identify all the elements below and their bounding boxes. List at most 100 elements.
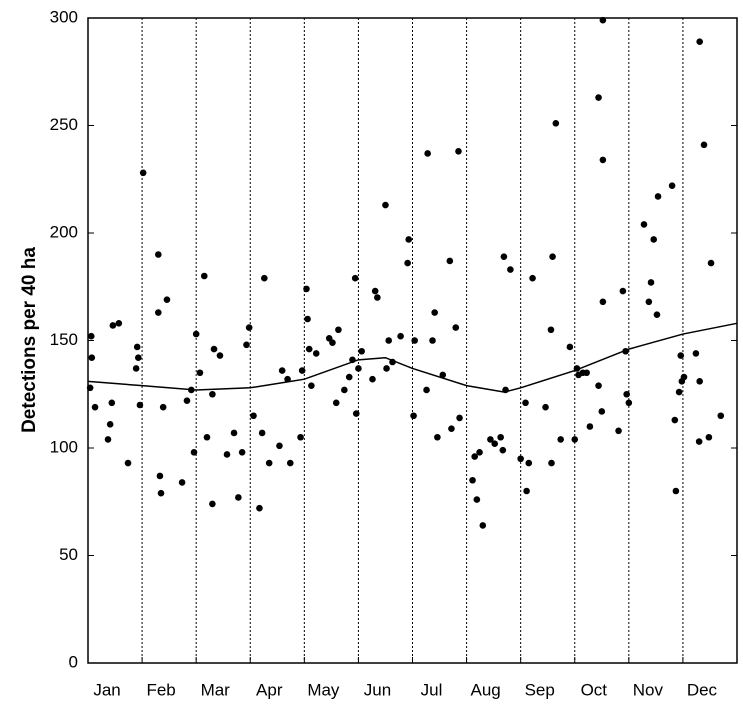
data-point (157, 489, 165, 497)
x-tick-label: Mar (201, 680, 231, 699)
data-point (500, 253, 508, 260)
plot-frame (87, 17, 738, 664)
data-point (497, 433, 504, 441)
data-point (203, 433, 211, 441)
data-point (522, 399, 529, 407)
data-point (385, 337, 393, 344)
data-point (654, 193, 662, 200)
data-point (647, 279, 655, 286)
data-point (525, 459, 533, 467)
x-tick-label: Dec (687, 680, 718, 699)
data-point (469, 476, 476, 484)
data-point (341, 386, 348, 394)
data-point (549, 253, 556, 260)
data-point (625, 399, 633, 407)
data-point (156, 472, 164, 480)
data-point (329, 339, 336, 346)
data-point (358, 347, 365, 355)
data-point (196, 369, 204, 377)
data-point (423, 386, 430, 394)
data-point (238, 449, 246, 456)
data-point (675, 388, 683, 396)
data-point (410, 412, 417, 420)
data-point (487, 436, 494, 443)
data-point (124, 459, 132, 467)
data-point (548, 459, 555, 467)
data-point (696, 38, 703, 45)
data-point (672, 487, 680, 495)
data-point (677, 352, 685, 359)
data-point (599, 16, 607, 24)
data-point (139, 169, 147, 177)
x-tick-label: Jun (364, 680, 391, 699)
data-point (599, 298, 607, 306)
y-tick-label: 200 (50, 222, 78, 241)
x-tick-label: Jan (93, 680, 120, 699)
data-point (192, 330, 200, 338)
data-point (87, 332, 95, 340)
x-tick-label: Sep (525, 680, 555, 699)
data-point (653, 311, 661, 319)
data-point (276, 442, 283, 450)
data-point (256, 504, 263, 512)
data-point (108, 399, 116, 407)
data-point (352, 410, 360, 417)
data-point (529, 274, 536, 282)
data-point (650, 236, 658, 243)
data-point (623, 390, 630, 398)
data-point (586, 423, 594, 430)
data-point (671, 416, 679, 424)
data-point (374, 294, 381, 301)
data-point (178, 479, 186, 486)
data-point (190, 449, 198, 456)
y-tick-label: 150 (50, 330, 78, 349)
data-point (707, 259, 715, 267)
data-point (571, 436, 579, 443)
x-tick-label: Jul (421, 680, 443, 699)
data-point (335, 326, 342, 334)
data-point (456, 414, 463, 422)
y-tick-label: 250 (50, 115, 78, 134)
data-point (619, 287, 627, 295)
data-point (429, 337, 436, 344)
x-tick-label: Feb (146, 680, 175, 699)
data-point (640, 221, 648, 228)
x-tick-label: Nov (633, 680, 664, 699)
data-point (452, 324, 460, 331)
data-point (200, 272, 208, 280)
data-point (499, 446, 507, 454)
data-point (134, 354, 142, 362)
data-point (91, 403, 99, 411)
data-point (471, 453, 478, 460)
data-point (473, 496, 481, 503)
data-point (599, 156, 607, 164)
data-point (355, 365, 362, 372)
data-point (717, 412, 725, 420)
data-point (332, 399, 340, 407)
data-point (547, 326, 555, 334)
data-point (411, 337, 418, 344)
data-point (312, 350, 320, 357)
x-tick-label: Aug (471, 680, 501, 699)
data-point (88, 354, 96, 362)
data-point (382, 201, 389, 209)
x-tick-label: Oct (581, 680, 608, 699)
data-point (424, 150, 431, 157)
data-point (183, 397, 191, 405)
data-point (243, 341, 250, 349)
y-tick-label: 100 (50, 437, 78, 456)
data-point (397, 332, 404, 340)
data-point (404, 259, 411, 267)
data-point (265, 459, 273, 467)
data-point (668, 182, 676, 189)
data-point (479, 522, 487, 529)
data-point (235, 494, 242, 501)
data-point (680, 373, 688, 381)
data-point (159, 403, 167, 411)
data-point (523, 487, 530, 495)
data-point (383, 365, 390, 372)
data-point (286, 459, 294, 467)
data-point (258, 429, 266, 437)
data-point (645, 298, 653, 306)
